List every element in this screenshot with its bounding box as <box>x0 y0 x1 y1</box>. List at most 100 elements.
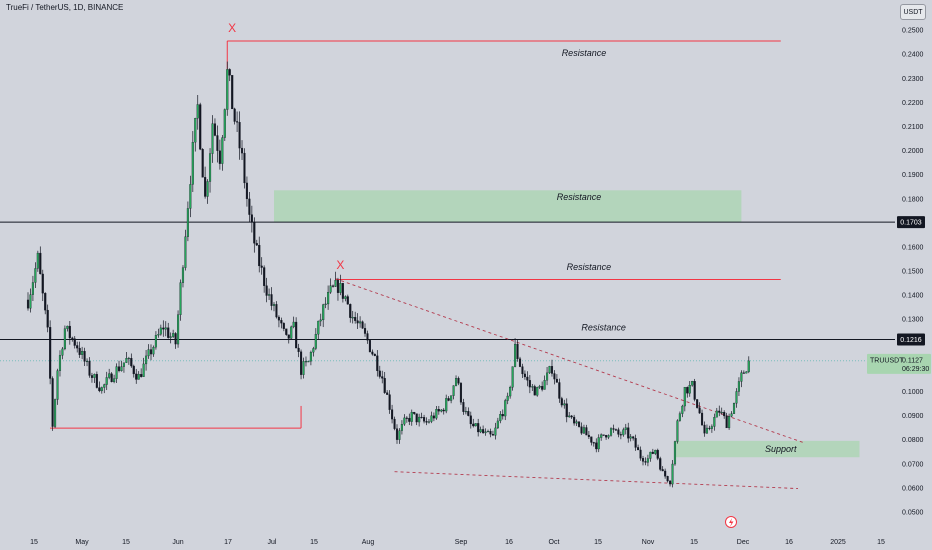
candle-body <box>162 327 165 330</box>
candle-body <box>184 236 187 268</box>
candle-body <box>565 403 568 418</box>
candle-body <box>275 304 278 318</box>
candle-body <box>287 334 290 339</box>
candle-body <box>66 325 69 329</box>
candle-body <box>587 434 590 437</box>
candle-body <box>68 325 71 339</box>
candle-body <box>177 314 180 345</box>
candle-body <box>103 384 106 388</box>
candle-body <box>418 416 421 423</box>
candle-body <box>164 327 167 330</box>
chart-title: TrueFi / TetherUS, 1D, BINANCE <box>6 3 124 12</box>
candle-body <box>464 411 467 413</box>
candle-body <box>263 267 266 286</box>
candle-body <box>26 299 30 309</box>
candle-body <box>600 434 603 438</box>
candle-body <box>95 374 98 388</box>
candle-body <box>90 375 94 378</box>
candle-body <box>509 387 512 397</box>
candle-body <box>403 417 406 425</box>
candle-body <box>624 427 627 430</box>
candle-body <box>110 373 113 383</box>
y-tick-label: 0.2100 <box>902 124 924 131</box>
candle-body <box>619 434 622 436</box>
candle-body <box>696 399 699 408</box>
x-tick-label: 15 <box>310 539 318 546</box>
candle-body <box>221 137 224 164</box>
candle-body <box>715 410 718 418</box>
candle-body <box>740 372 743 382</box>
candle-body <box>614 429 617 431</box>
candle-body <box>349 304 352 318</box>
candle-body <box>334 280 337 287</box>
candle-body <box>732 403 736 414</box>
candle-body <box>531 386 534 388</box>
candle-body <box>127 358 130 360</box>
candle-body <box>423 417 426 422</box>
candle-body <box>413 411 416 414</box>
candle-body <box>186 208 189 237</box>
candle-body <box>351 317 354 319</box>
candle-body <box>432 415 435 419</box>
x-tick-label: Sep <box>455 539 468 546</box>
candle-body <box>548 366 551 374</box>
candle-body <box>523 373 526 378</box>
candle-body <box>590 436 593 443</box>
candle-body <box>258 245 261 267</box>
candle-body <box>189 184 192 209</box>
candle-body <box>528 380 531 388</box>
x-tick-label: 17 <box>224 539 232 546</box>
candle-body <box>659 458 662 470</box>
candle-body <box>302 361 305 375</box>
candle-body <box>612 428 615 430</box>
candle-body <box>469 415 472 425</box>
candle-body <box>514 343 517 367</box>
candle-body <box>489 431 492 435</box>
candle-body <box>88 360 91 376</box>
candle-body <box>742 372 745 374</box>
candle-body <box>117 366 121 372</box>
x-tick-label: 15 <box>594 539 602 546</box>
candle-body <box>29 294 32 309</box>
candle-body <box>558 382 561 399</box>
currency-button[interactable]: USDT <box>900 4 926 20</box>
candle-body <box>398 430 401 440</box>
candle-body <box>265 285 268 296</box>
candle-body <box>735 391 738 404</box>
candle-body <box>309 352 312 362</box>
candle-body <box>368 340 371 353</box>
candle-body <box>477 423 480 433</box>
x-tick-label: 15 <box>877 539 885 546</box>
y-axis: 0.2500 0.2400 0.2300 0.2200 0.2100 0.2000 0.19… <box>902 28 924 517</box>
x-tick-label: 15 <box>122 539 130 546</box>
candle-body <box>167 327 170 338</box>
candle-body <box>700 412 704 426</box>
candle-body <box>83 351 86 362</box>
candle-body <box>425 421 428 423</box>
candle-body <box>206 181 209 197</box>
last-price-countdown: 06:29:30 <box>902 366 929 373</box>
candle-body <box>541 386 544 390</box>
candle-body <box>344 296 347 299</box>
y-tick-label: 0.2000 <box>902 148 924 155</box>
candle-body <box>297 347 300 352</box>
candle-body <box>472 423 475 427</box>
candle-body <box>430 415 433 422</box>
candle-body <box>686 387 689 394</box>
candle-body <box>181 267 185 283</box>
candle-body <box>36 252 39 269</box>
candle-body <box>280 320 283 324</box>
price-tag-label: 0.1703 <box>900 220 922 227</box>
last-price-value: 0.1127 <box>902 357 923 364</box>
candle-body <box>85 360 89 363</box>
candle-body <box>120 366 123 372</box>
candle-body <box>108 373 111 378</box>
candle-body <box>546 372 549 381</box>
candle-body <box>452 385 455 396</box>
candle-body <box>140 374 143 377</box>
candle-body <box>632 436 635 439</box>
candle-body <box>669 480 672 485</box>
candle-body <box>253 222 256 244</box>
candle-body <box>592 442 595 444</box>
